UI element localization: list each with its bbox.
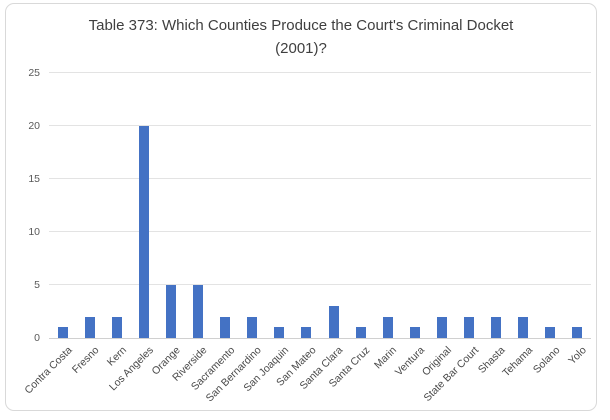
bar <box>247 316 258 338</box>
x-axis-line <box>49 338 591 339</box>
chart-title-line1: Table 373: Which Counties Produce the Co… <box>88 17 514 34</box>
bar <box>518 316 529 338</box>
x-axis-category-label: Solano <box>530 344 563 376</box>
plot-area: 0 5 10 15 20 25 Contra Costa Fresno Kern Los Ange… <box>22 67 591 404</box>
bar <box>464 316 475 338</box>
y-axis-tick-label: 5 <box>34 279 40 291</box>
bar <box>409 327 420 338</box>
bar <box>545 327 556 338</box>
bar <box>301 327 312 338</box>
bar <box>111 316 122 338</box>
x-axis-category-label: Ventura <box>392 344 427 379</box>
y-axis-tick-label: 0 <box>34 332 40 344</box>
bar <box>165 285 176 338</box>
bar <box>382 316 393 338</box>
bar <box>57 327 68 338</box>
bar <box>193 285 204 338</box>
bar <box>436 316 447 338</box>
y-axis-tick-label: 25 <box>28 67 40 79</box>
bar <box>274 327 285 338</box>
y-axis-tick-label: 20 <box>28 120 40 132</box>
gridline <box>49 72 591 73</box>
chart-frame: Table 373: Which Counties Produce the Co… <box>5 3 597 411</box>
bar <box>220 316 231 338</box>
chart-title: Table 373: Which Counties Produce the Co… <box>6 14 596 60</box>
y-axis-tick-label: 15 <box>28 173 40 185</box>
y-axis-tick-label: 10 <box>28 226 40 238</box>
x-axis-category-label: Fresno <box>69 344 102 376</box>
bar <box>491 316 502 338</box>
bar <box>138 126 149 338</box>
x-axis-category-label: Yolo <box>566 344 590 367</box>
bar <box>572 327 583 338</box>
gridline <box>49 284 591 285</box>
x-axis-category-label: Contra Costa <box>22 344 75 397</box>
bar <box>328 306 339 338</box>
bar <box>355 327 366 338</box>
gridline <box>49 231 591 232</box>
gridline <box>49 125 591 126</box>
gridline <box>49 178 591 179</box>
bar <box>84 316 95 338</box>
chart-title-line2: (2001)? <box>275 40 327 57</box>
